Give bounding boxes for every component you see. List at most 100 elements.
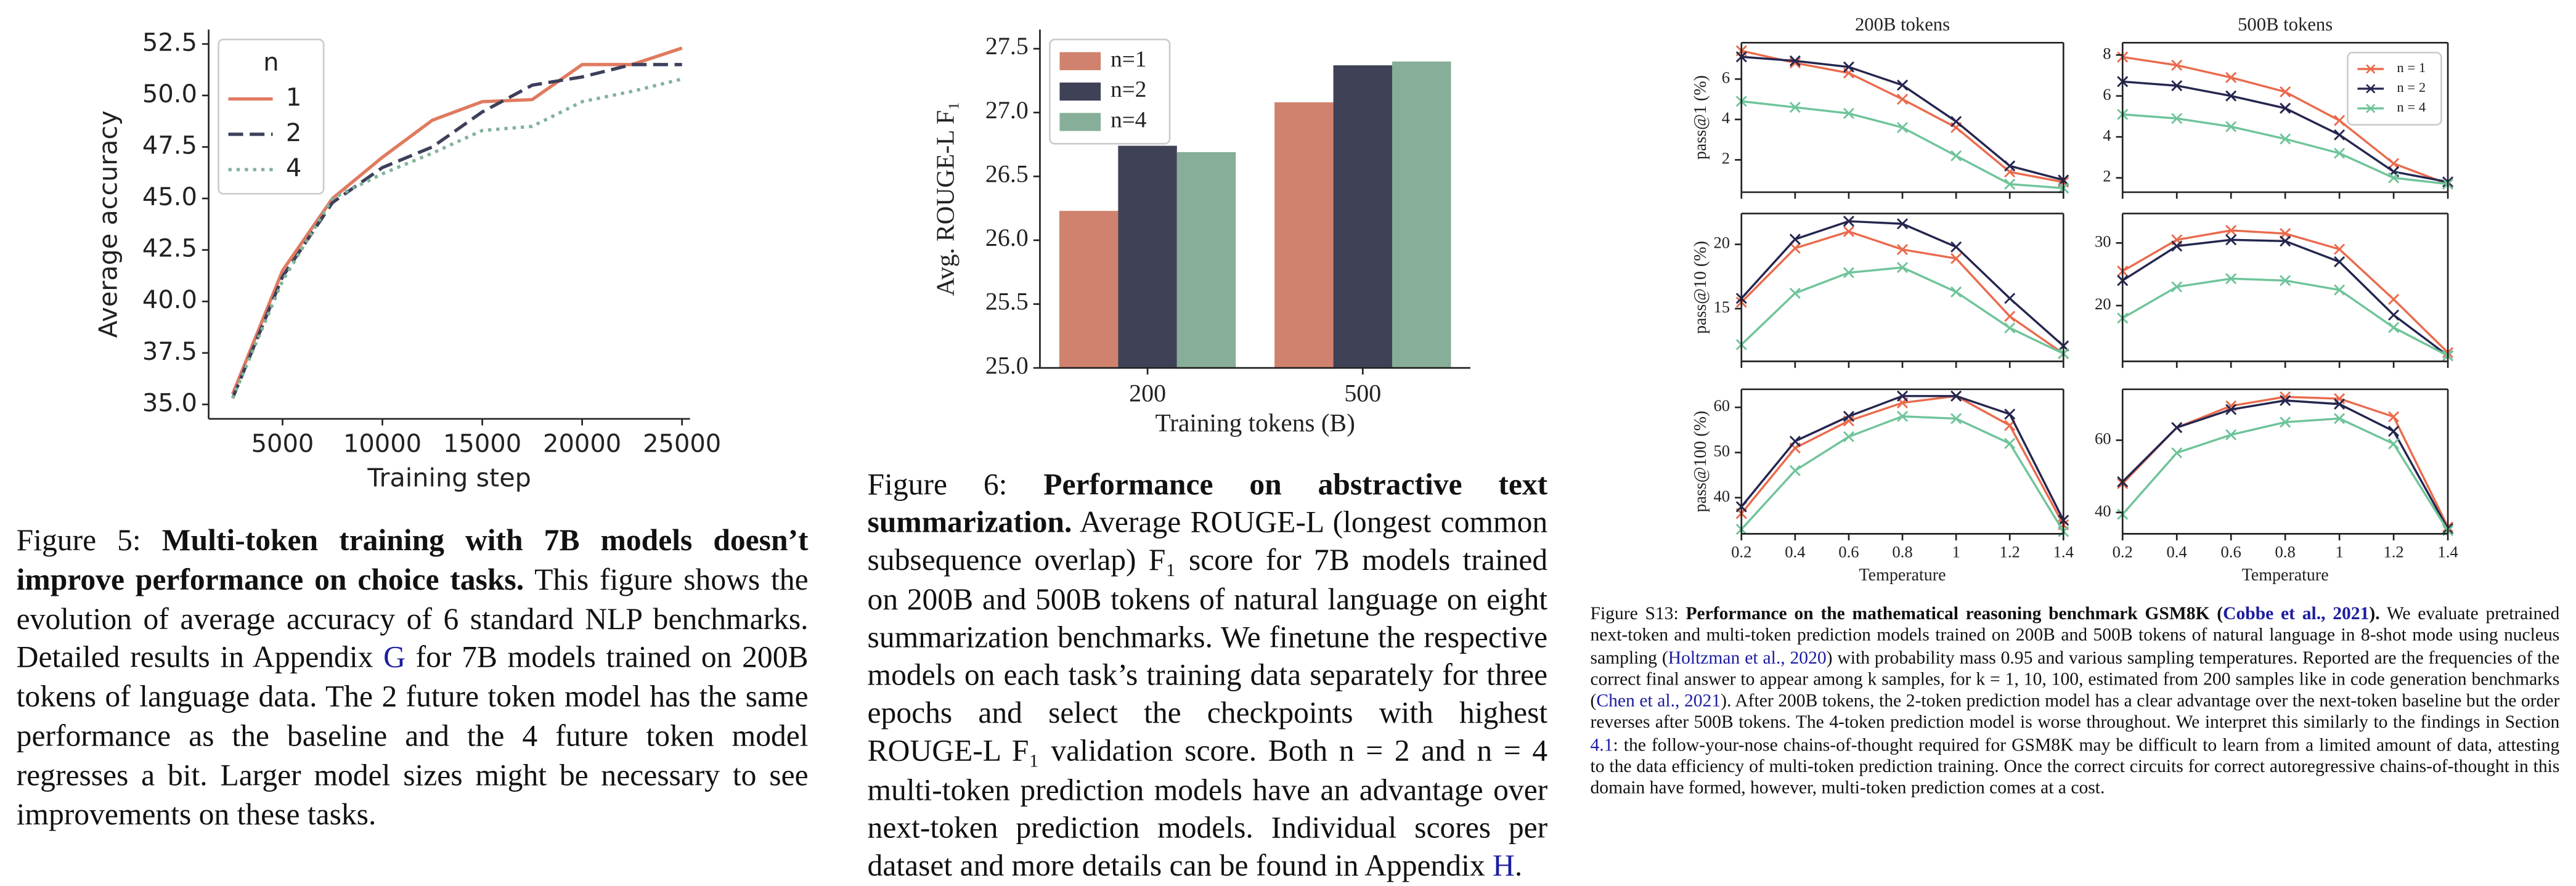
y-tick-label: 40.0: [142, 286, 197, 314]
caption: Figure S13: Performance on the mathemati…: [1591, 604, 2560, 801]
y-tick-label: 26.0: [985, 224, 1029, 251]
caption-text: : the follow-your-nose chains-of-thought…: [1590, 735, 2560, 799]
point-marker: [2280, 275, 2291, 287]
point-marker: [2388, 158, 2400, 169]
y-tick-label: 15: [1713, 298, 1730, 316]
y-tick-label: 4: [2103, 126, 2111, 144]
y-tick-label: 37.5: [142, 338, 197, 366]
point-marker: [2334, 256, 2346, 267]
point-marker: [2388, 425, 2400, 437]
y-tick-label: 30: [2095, 232, 2111, 250]
y-tick-label: 35.0: [142, 389, 197, 417]
point-marker: [2388, 411, 2400, 423]
series-line: [1740, 266, 2064, 355]
y-tick-label: 60: [2095, 429, 2111, 448]
legend-label: 2: [286, 119, 301, 147]
figure-page: 5000 10000 15000 20000 25000 35.0 37.5 40.0 42.5…: [16, 14, 2560, 884]
point-marker: [1896, 218, 1909, 230]
point-marker: [2225, 234, 2237, 246]
caption-title: Performance on abstractive text summariz…: [867, 468, 1548, 541]
point-marker: [1896, 79, 1909, 91]
caption-label: Figure 6:: [867, 468, 1008, 503]
x-tick-label: 15000: [443, 429, 521, 458]
y-axis-label: pass@100 (%): [1691, 411, 1710, 513]
legend-label: n=2: [1111, 77, 1146, 102]
appendix-link[interactable]: H: [1493, 849, 1515, 884]
x-tick-label: 0.2: [2113, 542, 2133, 561]
caption-title: ).: [2369, 604, 2380, 625]
point-marker: [1896, 94, 1909, 105]
y-tick-label: 50: [1713, 442, 1730, 460]
bar: [1392, 61, 1451, 368]
y-tick-label: 27.5: [985, 32, 1029, 60]
bar: [1059, 211, 1119, 368]
x-tick-label: 500: [1344, 380, 1381, 407]
x-tick-label: 0.4: [2167, 542, 2187, 561]
y-tick-label: 47.5: [142, 132, 197, 160]
caption-text: .: [1514, 849, 1523, 884]
y-tick-label: 20: [2095, 295, 2111, 313]
legend-box: [218, 38, 325, 195]
y-axis-label: Average accuracy: [94, 110, 123, 338]
legend-marker: [2366, 64, 2376, 74]
point-marker: [2225, 224, 2237, 237]
point-marker: [2334, 398, 2346, 410]
x-axis-label: Temperature: [2242, 566, 2329, 585]
caption-text: ) with probability mass 0.95 and various…: [1590, 648, 2560, 712]
point-marker: [1789, 436, 1801, 447]
appendix-link[interactable]: G: [383, 641, 406, 676]
x-tick-label: 1: [1952, 542, 1960, 561]
caption-text: for 7B models trained on 200B tokens of …: [16, 641, 809, 832]
point-marker: [2334, 243, 2346, 255]
point-marker: [2388, 438, 2400, 450]
legend-swatch: [1059, 52, 1101, 70]
legend-label: 4: [286, 154, 301, 182]
x-tick-label: 1: [2335, 542, 2343, 561]
point-marker: [2334, 147, 2346, 159]
point-marker: [1950, 241, 1962, 253]
y-tick-label: 25.5: [985, 288, 1029, 315]
point-marker: [1843, 431, 1854, 442]
point-marker: [2388, 172, 2400, 184]
point-marker: [2280, 394, 2291, 407]
point-marker: [2225, 71, 2237, 83]
point-marker: [2004, 293, 2016, 304]
point-marker: [1896, 390, 1909, 402]
x-tick-label: 5000: [251, 429, 314, 458]
series-line: [1741, 100, 2064, 190]
citation-link[interactable]: Holtzman et al., 2020: [1668, 648, 1827, 668]
y-axis-label: pass@10 (%): [1691, 241, 1710, 334]
legend-box: [2347, 51, 2442, 126]
point-marker: [2225, 121, 2237, 132]
point-marker: [1950, 150, 1962, 161]
point-marker: [1789, 287, 1801, 299]
y-tick-label: 45.0: [142, 183, 197, 211]
series-line: [2122, 399, 2449, 530]
y-tick-label: 50.0: [142, 80, 197, 108]
section-link[interactable]: 4.1: [1590, 735, 1613, 755]
x-tick-label: 1.2: [2000, 542, 2020, 561]
point-marker: [2280, 417, 2291, 428]
caption-label: Figure S13:: [1590, 604, 1679, 625]
point-marker: [1843, 61, 1854, 73]
y-tick-label: 26.5: [985, 160, 1029, 187]
citation-link[interactable]: Cobbe et al., 2021: [2223, 604, 2370, 625]
point-marker: [1843, 226, 1854, 237]
legend-label: n = 1: [2397, 60, 2426, 75]
point-marker: [1950, 286, 1962, 298]
y-tick-label: 20: [1713, 234, 1730, 252]
point-marker: [1950, 413, 1962, 425]
point-marker: [2225, 273, 2237, 285]
legend-label: n=4: [1111, 107, 1147, 132]
bar: [1274, 102, 1334, 368]
legend-label: 1: [286, 84, 301, 112]
x-tick-label: 0.8: [1892, 542, 1912, 561]
point-marker: [1789, 234, 1801, 245]
point-marker: [1843, 216, 1854, 227]
point-marker: [2171, 80, 2183, 92]
y-tick-label: 6: [1722, 68, 1730, 86]
legend: n = 1 n = 2 n = 4: [2347, 51, 2442, 126]
point-marker: [2004, 437, 2016, 449]
caption-text: ). After 200B tokens, the 2-token predic…: [1590, 691, 2560, 734]
citation-link[interactable]: Chen et al., 2021: [1596, 691, 1721, 712]
